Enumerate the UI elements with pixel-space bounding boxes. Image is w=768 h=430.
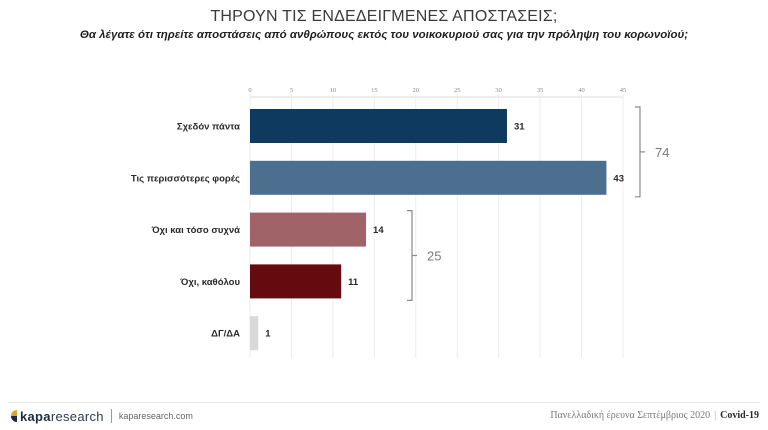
- value-label: 11: [348, 277, 359, 288]
- category-label: Όχι, καθόλου: [180, 277, 241, 288]
- logo-text-bold: kapa: [20, 408, 51, 424]
- x-tick-label: 25: [454, 87, 461, 94]
- group-bracket: [635, 106, 641, 198]
- bar: [250, 160, 607, 195]
- group-total-label: 25: [427, 249, 441, 264]
- bar-chart: 0 5 10 15 20 25 30 35 40 45 Σχεδόν πάντα Τις περισ…: [131, 87, 669, 358]
- x-tick-label: 30: [495, 87, 502, 94]
- footer-divider: [8, 402, 760, 403]
- x-tick-label: 20: [413, 87, 420, 94]
- footer-separator: |: [714, 410, 717, 421]
- bar: [250, 212, 367, 247]
- chart-subtitle: Θα λέγατε ότι τηρείτε αποστάσεις από ανθ…: [79, 29, 689, 41]
- bar: [250, 109, 507, 143]
- group-bracket: [407, 210, 413, 301]
- category-label: Τις περισσότερες φορές: [131, 173, 240, 184]
- survey-label: Πανελλαδική έρευνα Σεπτέμβριος 2020: [550, 410, 711, 421]
- value-label: 43: [613, 173, 624, 184]
- group-brackets: 74 25: [407, 106, 669, 301]
- bar: [250, 264, 342, 299]
- x-tick-label: 35: [537, 87, 544, 94]
- category-label: Σχεδόν πάντα: [177, 122, 240, 133]
- bars: [250, 109, 607, 351]
- x-tick-label: 40: [578, 87, 585, 94]
- topic-label: Covid-19: [720, 410, 759, 421]
- x-tick-label: 45: [620, 87, 627, 94]
- value-label: 1: [265, 329, 271, 340]
- category-label: Όχι και τόσο συχνά: [151, 225, 240, 236]
- footer-survey-info: Πανελλαδική έρευνα Σεπτέμβριος 2020 | Covi…: [550, 410, 759, 421]
- category-labels: Σχεδόν πάντα Τις περισσότερες φορές Όχι κα…: [131, 122, 241, 340]
- group-total-label: 74: [655, 145, 669, 160]
- x-tick-label: 15: [371, 87, 378, 94]
- chart-title: ΤΗΡΟΥΝ ΤΙΣ ΕΝΔΕΔΕΙΓΜΕΝΕΣ ΑΠΟΣΤΑΣΕΙΣ;: [210, 8, 558, 25]
- logo-mark-icon: [6, 409, 18, 423]
- logo-separator: [110, 409, 112, 423]
- logo-text-light: research: [50, 408, 104, 424]
- value-label: 31: [514, 122, 525, 133]
- x-axis-ticks: 0 5 10 15 20 25 30 35 40 45: [248, 87, 626, 94]
- category-label: ΔΓ/ΔΑ: [211, 329, 240, 340]
- x-tick-label: 0: [248, 87, 251, 94]
- x-tick-label: 5: [290, 87, 293, 94]
- kapa-research-logo: kapa research kaparesearch.com: [6, 407, 193, 425]
- x-tick-label: 10: [330, 87, 337, 94]
- value-label: 14: [373, 225, 384, 236]
- bar: [250, 316, 259, 351]
- website-link[interactable]: kaparesearch.com: [118, 411, 193, 421]
